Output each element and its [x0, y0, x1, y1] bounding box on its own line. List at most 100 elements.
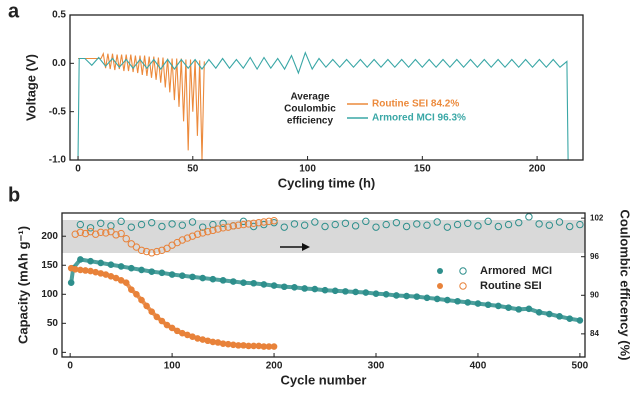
capacity-point: [454, 297, 461, 305]
x-tick-label: 200: [266, 361, 283, 372]
efficiency-point: [142, 247, 151, 256]
efficiency-point: [183, 234, 192, 242]
capacity-point: [484, 301, 492, 309]
efficiency-point: [555, 218, 564, 226]
efficiency-point: [209, 220, 217, 229]
y2-tick-label: 84: [590, 329, 599, 338]
efficiency-point: [234, 221, 243, 229]
efficiency-point: [413, 220, 421, 228]
x-tick-label: 100: [164, 361, 181, 372]
efficiency-point: [525, 213, 533, 221]
legend-swatch: [437, 268, 443, 274]
capacity-point: [321, 286, 329, 294]
x-axis-label: Cycle number: [281, 372, 367, 387]
capacity-trace: [69, 257, 581, 323]
capacity-point: [153, 313, 161, 321]
capacity-point: [270, 343, 278, 350]
efficiency-point: [178, 236, 187, 244]
efficiency-point: [219, 224, 227, 232]
efficiency-point: [117, 229, 125, 238]
efficiency-point: [127, 240, 136, 248]
legend-label: Armored MCI: [480, 265, 552, 277]
efficiency-point: [122, 235, 130, 243]
capacity-point: [97, 259, 105, 267]
capacity-point: [423, 294, 431, 302]
y-axis-label: Voltage (V): [23, 54, 38, 121]
capacity-point: [138, 296, 145, 304]
capacity-point: [148, 268, 156, 275]
efficiency-point: [402, 222, 411, 231]
capacity-point: [576, 317, 584, 324]
capacity-point: [331, 287, 339, 295]
capacity-point: [219, 277, 227, 284]
x-tick-label: 400: [470, 361, 487, 372]
efficiency-point: [423, 221, 431, 229]
x-tick-label: 0: [67, 361, 73, 372]
efficiency-point: [91, 230, 100, 238]
efficiency-point: [86, 224, 95, 232]
capacity-point: [393, 292, 400, 299]
capacity-point: [382, 290, 390, 298]
capacity-point: [158, 269, 166, 277]
efficiency-point: [255, 218, 263, 227]
efficiency-point: [198, 229, 207, 237]
annotation: Coulombic: [284, 104, 336, 115]
capacity-point: [209, 275, 217, 283]
efficiency-point: [158, 222, 166, 231]
x-tick-label: 200: [529, 164, 546, 175]
efficiency-point: [76, 220, 85, 229]
capacity-point: [495, 302, 502, 310]
y-tick-label: -1.0: [49, 155, 67, 166]
x-tick-label: 500: [572, 361, 589, 372]
efficiency-point: [382, 220, 390, 229]
capacity-point: [464, 299, 472, 306]
efficiency-point: [270, 217, 278, 225]
capacity-point: [372, 290, 380, 298]
efficiency-point: [127, 223, 136, 231]
efficiency-point: [188, 232, 197, 240]
capacity-point: [556, 313, 563, 320]
capacity-point: [158, 317, 166, 325]
efficiency-point: [433, 218, 441, 226]
capacity-point: [179, 272, 186, 280]
legend-swatch: [437, 283, 443, 289]
capacity-point: [403, 292, 410, 300]
y-tick-label: 150: [41, 260, 58, 271]
efficiency-point: [153, 247, 161, 256]
efficiency-band: [62, 220, 585, 253]
efficiency-point: [188, 218, 197, 226]
capacity-point: [107, 261, 115, 268]
efficiency-point: [331, 220, 339, 229]
efficiency-point: [535, 220, 543, 228]
efficiency-point: [76, 228, 85, 236]
y-tick-label: 50: [47, 318, 59, 329]
efficiency-point: [351, 222, 360, 230]
efficiency-point: [137, 246, 146, 254]
efficiency-point: [341, 219, 350, 227]
capacity-point: [301, 285, 308, 292]
legend-swatch: [459, 267, 467, 275]
legend-label: Armored MCI 96.3%: [372, 113, 466, 124]
efficiency-point: [464, 219, 472, 227]
efficiency-point: [290, 220, 299, 228]
capacity-point: [168, 324, 176, 332]
capacity-point: [342, 288, 349, 295]
efficiency-point: [219, 219, 227, 227]
efficiency-point: [158, 246, 166, 254]
y-tick-label: 0.0: [52, 58, 66, 69]
efficiency-point: [148, 218, 156, 227]
efficiency-point: [204, 227, 212, 236]
y-tick-label: 200: [41, 231, 58, 242]
capacity-point: [128, 286, 135, 293]
y2-tick-label: 96: [590, 252, 599, 261]
y-tick-label: 0.5: [52, 10, 66, 21]
efficiency-point: [168, 220, 176, 228]
capacity-point: [352, 288, 359, 296]
efficiency-point: [280, 223, 288, 231]
efficiency-point: [117, 217, 125, 226]
x-tick-label: 100: [299, 164, 316, 175]
efficiency-point: [484, 217, 492, 226]
capacity-point: [433, 295, 441, 303]
efficiency-point: [249, 219, 258, 227]
